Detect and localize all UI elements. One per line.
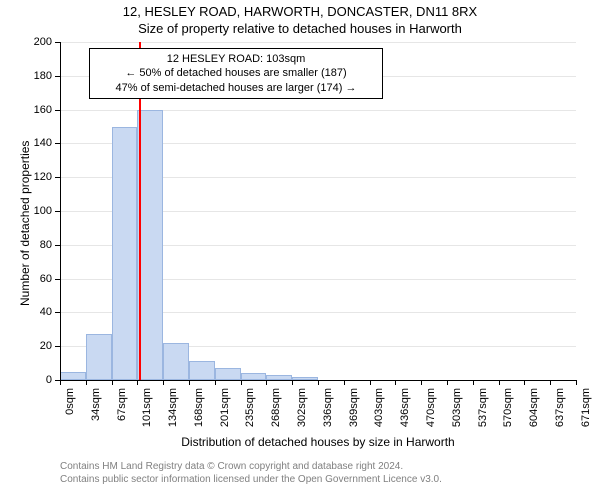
x-tick-mark [189,380,190,385]
histogram-bar [137,110,163,380]
x-tick-label: 470sqm [425,388,437,427]
x-tick-mark [576,380,577,385]
histogram-bar [215,368,241,380]
x-tick-mark [421,380,422,385]
y-tick-label: 20 [40,340,52,352]
x-tick-label: 537sqm [477,388,489,427]
x-tick-label: 436sqm [399,388,411,427]
histogram-bar [163,343,189,380]
x-tick-label: 168sqm [193,388,205,427]
y-axis-line [60,42,61,380]
y-tick-label: 40 [40,306,52,318]
x-tick-mark [292,380,293,385]
x-tick-label: 671sqm [580,388,592,427]
x-tick-mark [524,380,525,385]
info-line3: 47% of semi-detached houses are larger (… [96,81,376,95]
y-tick-label: 200 [34,36,52,48]
x-tick-mark [395,380,396,385]
x-tick-label: 134sqm [167,388,179,427]
histogram-bar [60,372,86,380]
y-tick-label: 120 [34,171,52,183]
x-tick-mark [550,380,551,385]
x-tick-label: 67sqm [116,388,128,421]
x-tick-label: 0sqm [64,388,76,415]
footer-line1: Contains HM Land Registry data © Crown c… [60,460,442,473]
x-tick-mark [370,380,371,385]
x-tick-label: 235sqm [245,388,257,427]
x-tick-label: 336sqm [322,388,334,427]
x-tick-label: 570sqm [503,388,515,427]
x-tick-label: 302sqm [296,388,308,427]
footer-line2: Contains public sector information licen… [60,473,442,486]
y-tick-label: 60 [40,273,52,285]
chart-title-sub: Size of property relative to detached ho… [0,21,600,36]
info-line2: ← 50% of detached houses are smaller (18… [96,66,376,80]
histogram-bar [86,334,112,380]
y-tick-label: 100 [34,205,52,217]
x-tick-mark [86,380,87,385]
histogram-bar [189,361,215,380]
x-tick-mark [163,380,164,385]
x-tick-mark [215,380,216,385]
x-tick-mark [60,380,61,385]
footer-attribution: Contains HM Land Registry data © Crown c… [60,460,442,486]
x-tick-mark [344,380,345,385]
x-tick-mark [447,380,448,385]
x-tick-label: 201sqm [219,388,231,427]
x-tick-label: 637sqm [554,388,566,427]
grid-line [60,42,576,43]
x-tick-label: 503sqm [451,388,463,427]
info-line1: 12 HESLEY ROAD: 103sqm [96,52,376,66]
y-tick-label: 180 [34,70,52,82]
y-tick-label: 0 [46,374,52,386]
x-tick-mark [318,380,319,385]
y-tick-label: 140 [34,137,52,149]
y-tick-label: 160 [34,104,52,116]
x-tick-mark [473,380,474,385]
x-tick-label: 604sqm [528,388,540,427]
histogram-bar [112,127,138,381]
y-tick-label: 80 [40,239,52,251]
x-tick-label: 369sqm [348,388,360,427]
x-axis-label: Distribution of detached houses by size … [60,435,576,449]
x-tick-label: 101sqm [141,388,153,427]
chart-title-main: 12, HESLEY ROAD, HARWORTH, DONCASTER, DN… [0,4,600,19]
property-info-box: 12 HESLEY ROAD: 103sqm← 50% of detached … [89,48,383,99]
x-tick-label: 34sqm [90,388,102,421]
x-tick-mark [499,380,500,385]
x-tick-label: 403sqm [374,388,386,427]
x-tick-mark [137,380,138,385]
x-tick-mark [112,380,113,385]
histogram-bar [241,373,267,380]
y-axis-label: Number of detached properties [18,141,32,306]
x-tick-mark [241,380,242,385]
x-tick-label: 268sqm [270,388,282,427]
x-tick-mark [266,380,267,385]
